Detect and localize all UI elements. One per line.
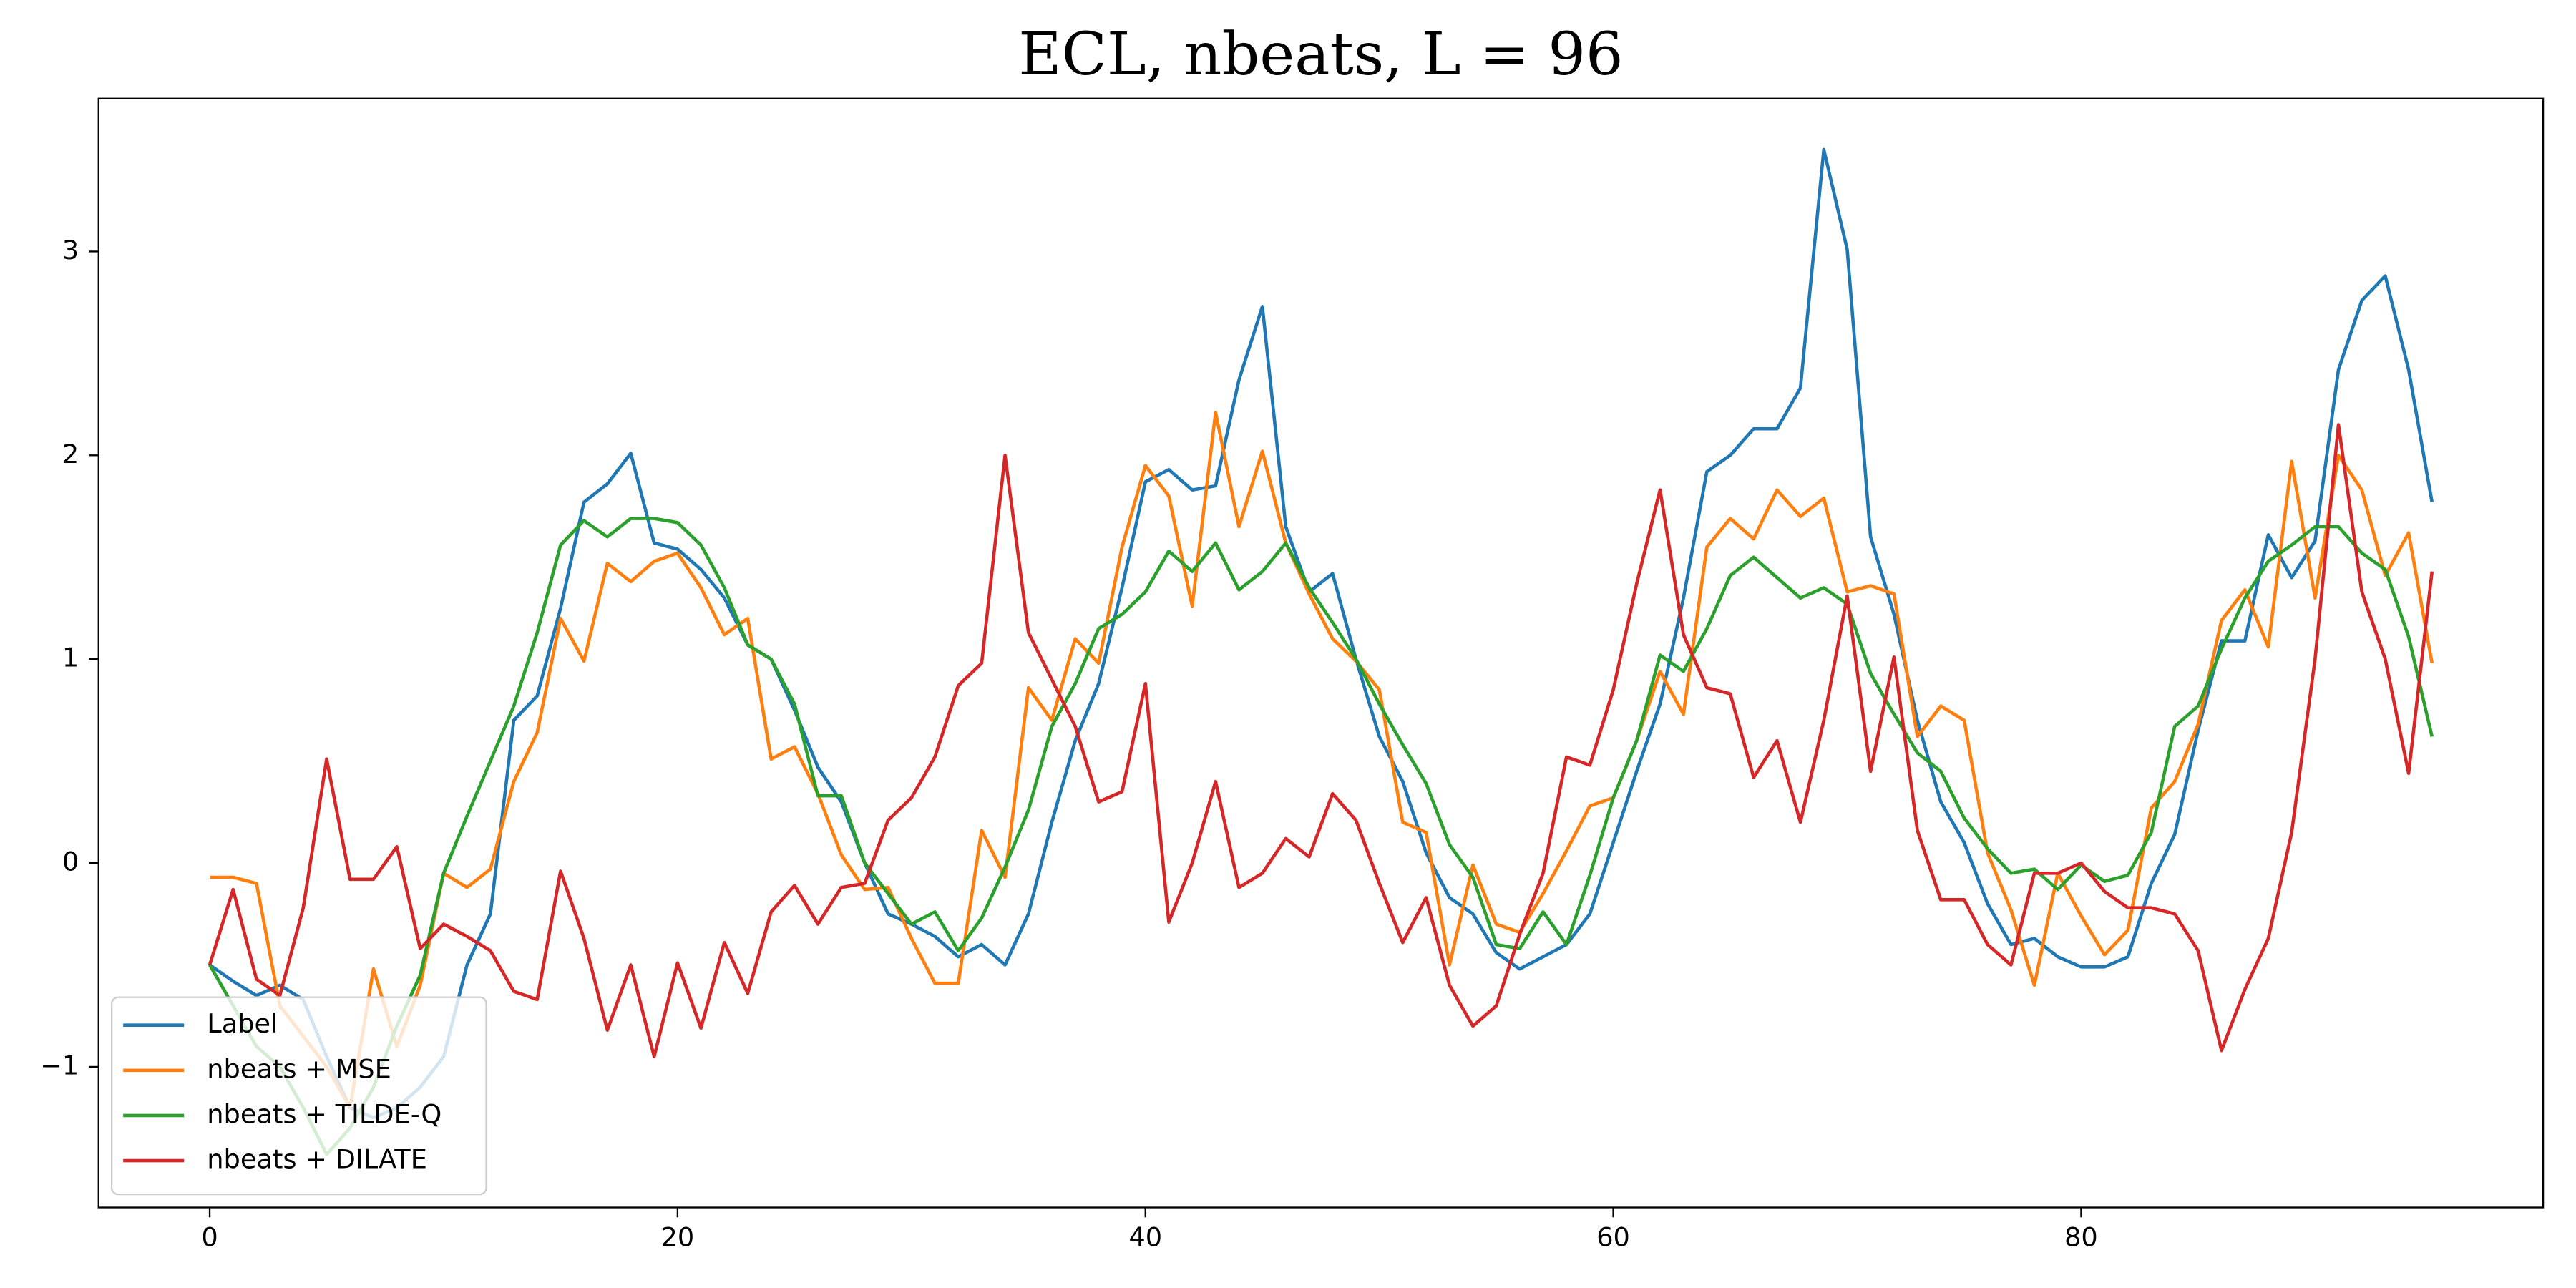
- y-tick-label: 0: [62, 847, 79, 877]
- legend-label: nbeats + MSE: [207, 1053, 391, 1084]
- x-tick-label: 80: [2064, 1222, 2098, 1253]
- y-tick-label: 3: [62, 235, 79, 265]
- legend-label: Label: [207, 1008, 278, 1039]
- legend: Label nbeats + MSE nbeats + TILDE-Q nbeats …: [110, 996, 487, 1196]
- legend-label: nbeats + DILATE: [207, 1144, 427, 1175]
- x-tick-label: 60: [1596, 1222, 1630, 1253]
- series-line: [208, 423, 2434, 1058]
- legend-label: nbeats + TILDE-Q: [207, 1098, 441, 1129]
- x-tick-label: 0: [201, 1222, 218, 1253]
- y-tick-label: −1: [40, 1050, 79, 1080]
- series-line: [208, 147, 2434, 1120]
- y-tick-label: 1: [62, 643, 79, 673]
- chart-title: ECL, nbeats, L = 96: [1018, 20, 1623, 89]
- legend-box: [110, 996, 487, 1196]
- series-line: [208, 517, 2434, 1156]
- x-tick-label: 20: [661, 1222, 695, 1253]
- y-tick-label: 2: [62, 439, 79, 469]
- x-tick-label: 40: [1128, 1222, 1162, 1253]
- series-line: [210, 411, 2434, 1110]
- plot-frame: [97, 97, 2545, 1209]
